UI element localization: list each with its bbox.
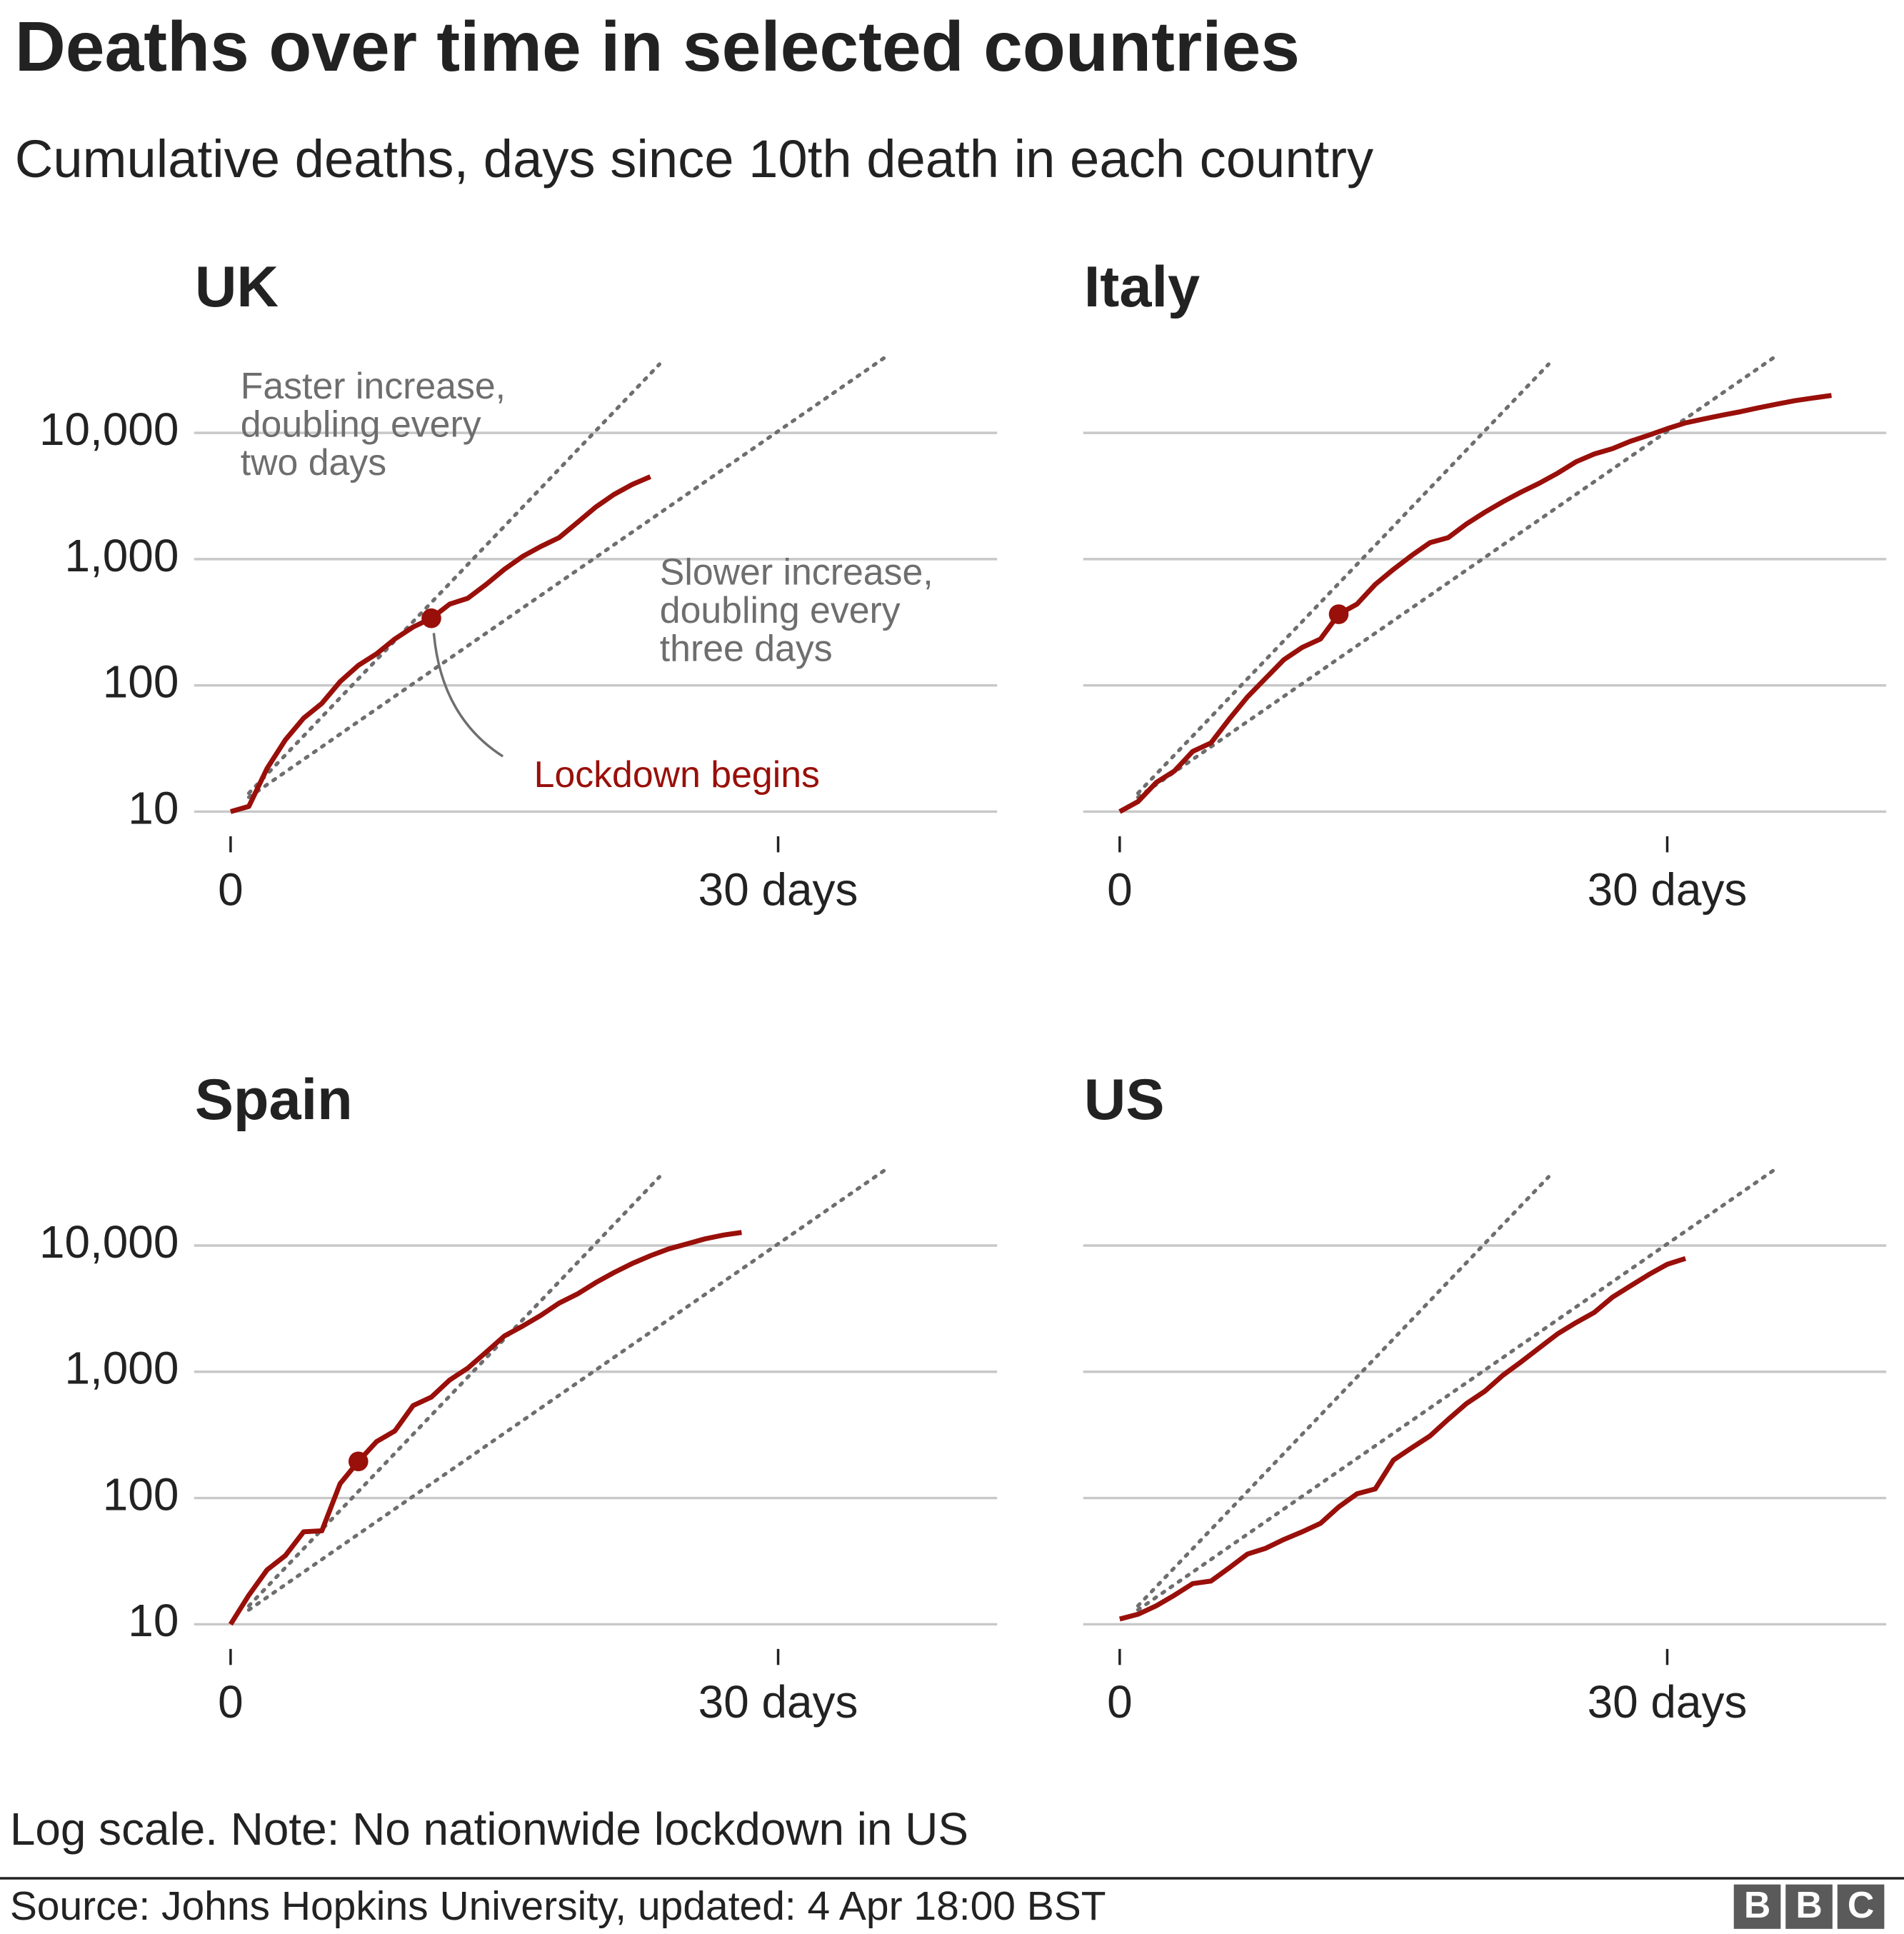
title: Deaths over time in selected countries xyxy=(15,7,1300,86)
annotation-pointer xyxy=(432,633,504,758)
annotation: Lockdown begins xyxy=(534,753,820,795)
y-tick-label: 10,000 xyxy=(39,404,179,455)
reference-line xyxy=(1136,1175,1550,1608)
annotation: two days xyxy=(241,441,386,483)
annotation: Faster increase, xyxy=(241,365,506,406)
y-tick-label: 100 xyxy=(103,1468,179,1520)
reference-line xyxy=(1136,354,1779,799)
x-tick-label: 0 xyxy=(218,863,244,915)
annotation: doubling every xyxy=(660,589,901,631)
panel-title: Spain xyxy=(195,1068,353,1132)
lockdown-point xyxy=(1328,604,1349,624)
series-line xyxy=(229,474,652,814)
y-tick-label: 10 xyxy=(128,1595,179,1646)
panel-title: US xyxy=(1084,1068,1165,1132)
logo-box xyxy=(1733,1884,1781,1929)
lockdown-point xyxy=(421,608,441,628)
x-tick-label: 0 xyxy=(1107,863,1133,915)
reference-line xyxy=(246,1175,662,1608)
series-line xyxy=(1118,393,1832,814)
logo-box xyxy=(1837,1884,1885,1929)
annotation: doubling every xyxy=(241,403,481,444)
x-tick-label: 30 days xyxy=(1588,1676,1748,1728)
subtitle: Cumulative deaths, days since 10th death… xyxy=(15,129,1373,189)
logo-box xyxy=(1785,1884,1833,1929)
y-tick-label: 10,000 xyxy=(39,1216,179,1268)
y-tick-label: 1,000 xyxy=(65,530,179,581)
annotation: Slower increase, xyxy=(660,551,933,593)
x-tick-label: 0 xyxy=(1107,1676,1133,1728)
reference-line xyxy=(246,354,890,799)
logo-letter: B xyxy=(1744,1884,1770,1925)
reference-line xyxy=(246,1166,890,1612)
x-tick-label: 30 days xyxy=(698,863,858,915)
logo-letter: B xyxy=(1795,1884,1822,1925)
panel-title: Italy xyxy=(1084,255,1200,319)
source: Source: Johns Hopkins University, update… xyxy=(10,1883,1106,1929)
y-tick-label: 10 xyxy=(128,782,179,833)
note: Log scale. Note: No nationwide lockdown … xyxy=(10,1803,968,1855)
logo-letter: C xyxy=(1848,1884,1874,1925)
reference-line xyxy=(1136,1166,1779,1612)
y-tick-label: 100 xyxy=(103,656,179,708)
reference-line xyxy=(1136,362,1550,796)
x-tick-label: 30 days xyxy=(698,1676,858,1728)
series-line xyxy=(228,1230,742,1626)
series-line xyxy=(1118,1256,1687,1622)
panel-title: UK xyxy=(195,255,279,319)
y-tick-label: 1,000 xyxy=(65,1343,179,1394)
annotation: three days xyxy=(660,628,833,669)
x-tick-label: 30 days xyxy=(1588,863,1748,915)
x-tick-label: 0 xyxy=(218,1676,244,1728)
reference-line xyxy=(246,362,662,796)
lockdown-point xyxy=(348,1451,369,1472)
